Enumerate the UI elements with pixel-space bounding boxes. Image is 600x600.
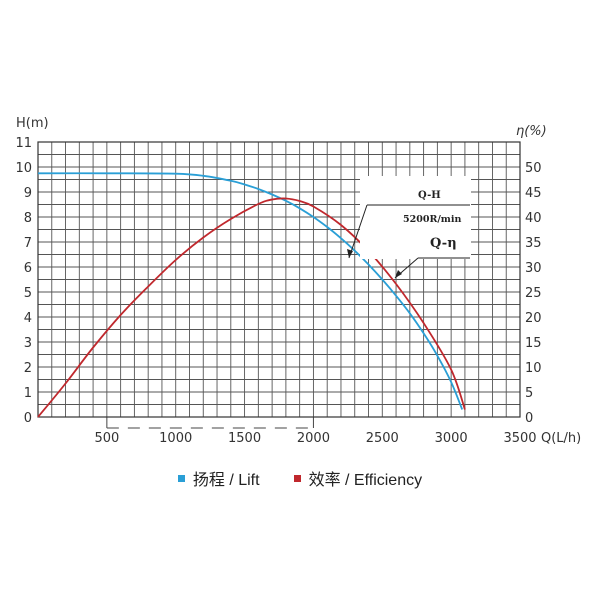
legend-item-efficiency: 效率 / Efficiency <box>293 466 423 490</box>
y-left-tick-label: 7 <box>24 236 32 251</box>
axes <box>37 141 521 418</box>
y-left-tick-label: 0 <box>24 411 32 426</box>
callout-arrow-lift <box>348 204 368 259</box>
legend-swatch-efficiency <box>293 474 301 482</box>
y-right-tick-label: 35 <box>525 236 542 251</box>
legend-item-lift: 扬程 / Lift <box>177 466 260 490</box>
y-left-tick-label: 10 <box>15 161 32 176</box>
curves <box>37 172 466 418</box>
x-tick-label: 3000 <box>435 431 468 446</box>
y-right-tick-label: 20 <box>525 311 542 326</box>
y-right-tick-label: 30 <box>525 261 542 276</box>
y-right-tick-label: 25 <box>525 286 542 301</box>
y-right-tick-label: 45 <box>525 186 542 201</box>
legend-swatch-lift <box>177 474 185 482</box>
y-right-tick-label: 10 <box>525 361 542 376</box>
y-left-tick-label: 6 <box>24 261 32 276</box>
y-right-tick-label: 5 <box>525 386 533 401</box>
legend-label-efficiency: 效率 / Efficiency <box>308 472 423 489</box>
arrow-head-lift <box>347 249 353 258</box>
grid <box>37 141 521 418</box>
x-tick-label: 500 <box>94 431 119 446</box>
y-left-tick-label: 4 <box>24 311 32 326</box>
y-left-tick-label: 3 <box>24 336 32 351</box>
y-left-axis-title: H(m) <box>16 116 49 131</box>
y-left-tick-label: 2 <box>24 361 32 376</box>
lift-curve <box>37 172 464 410</box>
legend-label-lift: 扬程 / Lift <box>192 472 260 489</box>
y-right-tick-label: 0 <box>525 411 533 426</box>
callout-background <box>360 176 471 259</box>
y-left-tick-label: 8 <box>24 211 32 226</box>
dash-guide <box>106 417 314 429</box>
x-tick-label: 2500 <box>366 431 399 446</box>
arrow-head-efficiency <box>395 270 402 278</box>
x-tick-label: 1000 <box>159 431 192 446</box>
y-left-tick-label: 9 <box>24 186 32 201</box>
curve-callout: Q-H 5200R/min Q-η <box>347 176 471 279</box>
plot-frame <box>37 141 521 418</box>
y-right-tick-label: 40 <box>525 211 542 226</box>
x-tick-label: 2000 <box>297 431 330 446</box>
tick-labels: 500 1000 1500 2000 2500 3000 35000123456789101… <box>15 136 541 446</box>
y-right-tick-label: 50 <box>525 161 542 176</box>
x-tick-label: 1500 <box>228 431 261 446</box>
y-left-tick-label: 1 <box>24 386 32 401</box>
curve-label-qh: Q-H <box>418 190 441 201</box>
y-right-tick-label: 15 <box>525 336 542 351</box>
curve-label-qeta: Q-η <box>430 236 457 251</box>
legend: 扬程 / Lift 效率 / Efficiency <box>0 466 600 490</box>
x-axis-title: Q(L/h) <box>541 431 581 446</box>
x-tick-label: 3500 <box>503 431 536 446</box>
y-left-tick-label: 5 <box>24 286 32 301</box>
speed-annotation: 5200R/min <box>403 214 461 225</box>
efficiency-curve <box>37 197 466 418</box>
y-right-axis-title: η(%) <box>516 124 547 139</box>
y-left-tick-label: 11 <box>15 136 32 151</box>
